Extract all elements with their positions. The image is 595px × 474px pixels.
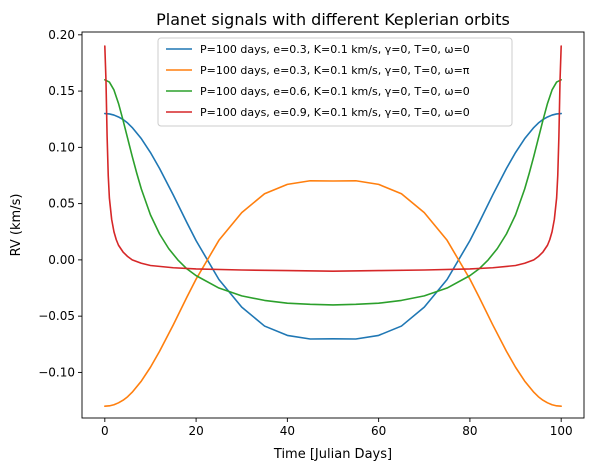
legend-label-3: P=100 days, e=0.6, K=0.1 km/s, γ=0, T=0,…	[200, 85, 470, 98]
series-line-1	[104, 112, 562, 340]
legend-box	[157, 37, 513, 127]
y-tick-label: −0.05	[38, 309, 75, 323]
y-tick-label: 0.15	[48, 84, 75, 98]
x-axis-ticks: 0 20 40 60 80 100	[101, 418, 573, 438]
x-tick-label: 60	[371, 424, 386, 438]
chart-title: Planet signals with different Keplerian …	[156, 10, 510, 29]
x-tick-label: 100	[550, 424, 573, 438]
x-tick-label: 40	[280, 424, 295, 438]
series-line-4	[104, 45, 562, 272]
x-tick-label: 0	[101, 424, 109, 438]
y-tick-label: 0.00	[48, 253, 75, 267]
series-line-3	[104, 79, 562, 306]
y-tick-label: −0.10	[38, 365, 75, 379]
legend: P=100 days, e=0.3, K=0.1 km/s, γ=0, T=0,…	[157, 37, 513, 127]
x-tick-label: 20	[188, 424, 203, 438]
x-axis-label: Time [Julian Days]	[273, 447, 392, 462]
series-line-2	[104, 179, 562, 407]
legend-label-2: P=100 days, e=0.3, K=0.1 km/s, γ=0, T=0,…	[200, 64, 470, 77]
legend-label-4: P=100 days, e=0.9, K=0.1 km/s, γ=0, T=0,…	[200, 106, 470, 119]
plot-area-frame	[81, 31, 585, 419]
x-tick-label: 80	[462, 424, 477, 438]
y-tick-label: 0.05	[48, 197, 75, 211]
y-axis-ticks: −0.10 −0.05 0.00 0.05 0.10 0.15 0.20	[38, 28, 82, 379]
y-tick-label: 0.10	[48, 140, 75, 154]
series-layer	[104, 45, 562, 407]
y-axis-label: RV (km/s)	[9, 194, 24, 257]
legend-label-1: P=100 days, e=0.3, K=0.1 km/s, γ=0, T=0,…	[200, 43, 470, 56]
y-tick-label: 0.20	[48, 28, 75, 42]
